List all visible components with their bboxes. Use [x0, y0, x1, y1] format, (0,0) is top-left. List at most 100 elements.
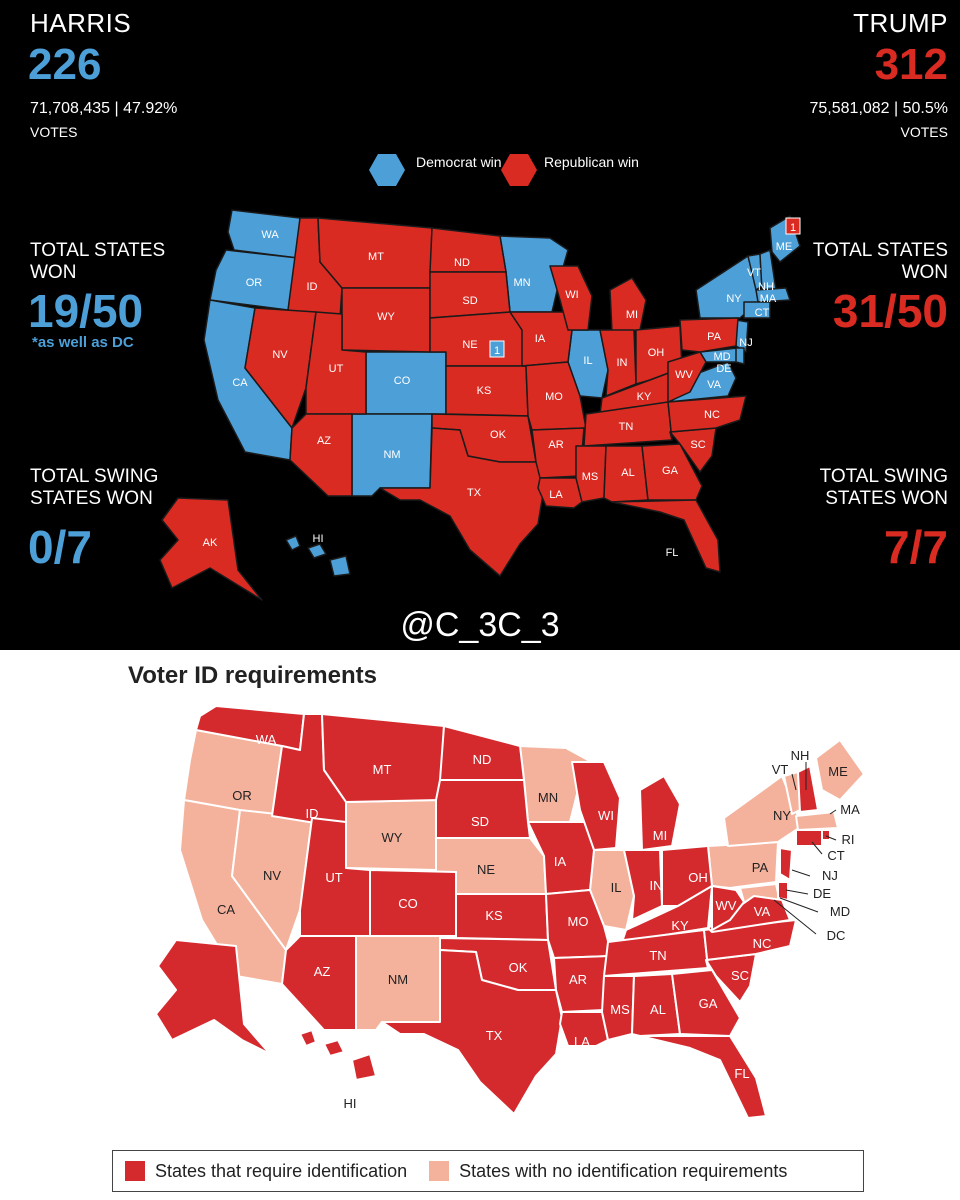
state-nv	[244, 307, 317, 429]
ne-split-marker-label: 1	[494, 345, 500, 357]
legend-swatch-none	[429, 1161, 450, 1181]
vlabel-mo: MO	[568, 914, 589, 929]
republican-legend-label: Republican win	[544, 154, 639, 170]
label-wi: WI	[565, 289, 578, 301]
trump-votes-label: VOTES	[900, 124, 948, 140]
vlabel-nc: NC	[753, 936, 772, 951]
vid-state-ak	[155, 939, 271, 1055]
vlabel-ri: RI	[842, 832, 855, 847]
vlabel-wy: WY	[382, 830, 403, 845]
vlabel-ms: MS	[610, 1002, 630, 1017]
label-mt: MT	[368, 251, 384, 263]
vlabel-tx: TX	[486, 1028, 503, 1043]
vlabel-mt: MT	[373, 762, 392, 777]
label-nj: NJ	[739, 337, 752, 349]
right-total-states-label: TOTAL STATES WON	[812, 240, 948, 283]
vlabel-ut: UT	[325, 870, 342, 885]
label-ok: OK	[490, 429, 507, 441]
vlabel-dc: DC	[827, 928, 846, 943]
callout-ct	[811, 841, 823, 855]
vlabel-nm: NM	[388, 972, 408, 987]
vlabel-nh: NH	[791, 748, 810, 763]
vlabel-vt: VT	[772, 762, 789, 777]
vid-state-hi	[299, 1029, 317, 1047]
vid-state-mi	[639, 775, 681, 851]
state-ga	[641, 443, 703, 501]
id-required-states	[155, 705, 831, 1119]
trump-popular-vote: 75,581,082 | 50.5%	[809, 100, 949, 117]
label-sd: SD	[462, 295, 477, 307]
callout-ri	[825, 835, 837, 841]
left-total-states-value: 19/50	[28, 285, 144, 337]
left-swing-label: TOTAL SWING STATES WON	[30, 466, 159, 509]
vlabel-oh: OH	[688, 870, 708, 885]
vid-state-wv	[711, 885, 745, 931]
right-swing-label: TOTAL SWING STATES WON	[819, 466, 948, 509]
split-vote-markers: 1 1	[489, 217, 801, 358]
state-ak	[159, 497, 263, 601]
election-map: 1 1 WA OR CA ID NV MT WY UT AZ CO NM ND …	[159, 209, 801, 601]
vlabel-me: ME	[828, 764, 848, 779]
vlabel-id: ID	[306, 806, 319, 821]
vlabel-hi: HI	[344, 1096, 357, 1111]
vlabel-il: IL	[611, 880, 622, 895]
state-or	[209, 249, 299, 311]
voter-id-title: Voter ID requirements	[128, 662, 377, 689]
democrat-states	[203, 209, 801, 577]
label-ar: AR	[548, 439, 563, 451]
vlabel-de: DE	[813, 886, 831, 901]
vlabel-mn: MN	[538, 790, 558, 805]
label-nv: NV	[272, 349, 288, 361]
vlabel-mi: MI	[653, 828, 667, 843]
vlabel-nv: NV	[263, 868, 281, 883]
legend-item-none: States with no identification requiremen…	[429, 1161, 787, 1182]
vlabel-ca: CA	[217, 902, 235, 917]
label-md: MD	[713, 351, 730, 363]
democrat-hexagon-icon	[369, 154, 405, 186]
label-de: DE	[716, 363, 731, 375]
vlabel-wa: WA	[256, 732, 277, 747]
label-tn: TN	[619, 421, 634, 433]
vid-state-ny	[723, 775, 803, 847]
label-ia: IA	[535, 333, 546, 345]
state-tx	[379, 427, 545, 577]
vlabel-ma: MA	[840, 802, 860, 817]
vid-state-de	[777, 881, 789, 901]
state-nc	[667, 395, 747, 441]
label-co: CO	[394, 375, 411, 387]
callout-md	[779, 897, 819, 913]
state-ms	[575, 445, 607, 503]
vlabel-or: OR	[232, 788, 252, 803]
label-mn: MN	[513, 277, 530, 289]
label-ca: CA	[232, 377, 248, 389]
state-de	[735, 347, 745, 365]
state-wi	[549, 265, 593, 331]
state-ma	[755, 287, 791, 303]
label-or: OR	[246, 277, 263, 289]
right-total-states-value: 31/50	[832, 285, 948, 337]
state-fl	[611, 499, 721, 573]
vlabel-sc: SC	[731, 968, 749, 983]
vlabel-ne: NE	[477, 862, 495, 877]
vid-state-hi-2	[323, 1039, 345, 1057]
label-wa: WA	[261, 229, 279, 241]
legend-label-requires: States that require identification	[155, 1160, 408, 1181]
callout-ma	[829, 809, 837, 815]
state-ar	[531, 427, 585, 479]
vlabel-tn: TN	[649, 948, 666, 963]
vlabel-ct: CT	[827, 848, 844, 863]
harris-popular-vote: 71,708,435 | 47.92%	[30, 100, 178, 117]
vid-state-mt	[321, 713, 445, 803]
vlabel-al: AL	[650, 1002, 666, 1017]
label-va: VA	[707, 379, 722, 391]
win-legend: Democrat win Republican win	[369, 154, 639, 186]
vid-state-nc	[703, 919, 797, 969]
label-nc: NC	[704, 409, 720, 421]
legend-label-none: States with no identification requiremen…	[459, 1160, 788, 1181]
republican-states	[159, 217, 747, 601]
election-results-panel: HARRIS 226 71,708,435 | 47.92% VOTES TRU…	[0, 0, 960, 650]
label-fl: FL	[666, 547, 679, 559]
vlabel-ok: OK	[509, 960, 528, 975]
voter-id-map: WA ID MT UT AZ CO ND SD KS OK TX IA MO A…	[155, 705, 865, 1119]
vid-state-ct	[795, 829, 823, 847]
